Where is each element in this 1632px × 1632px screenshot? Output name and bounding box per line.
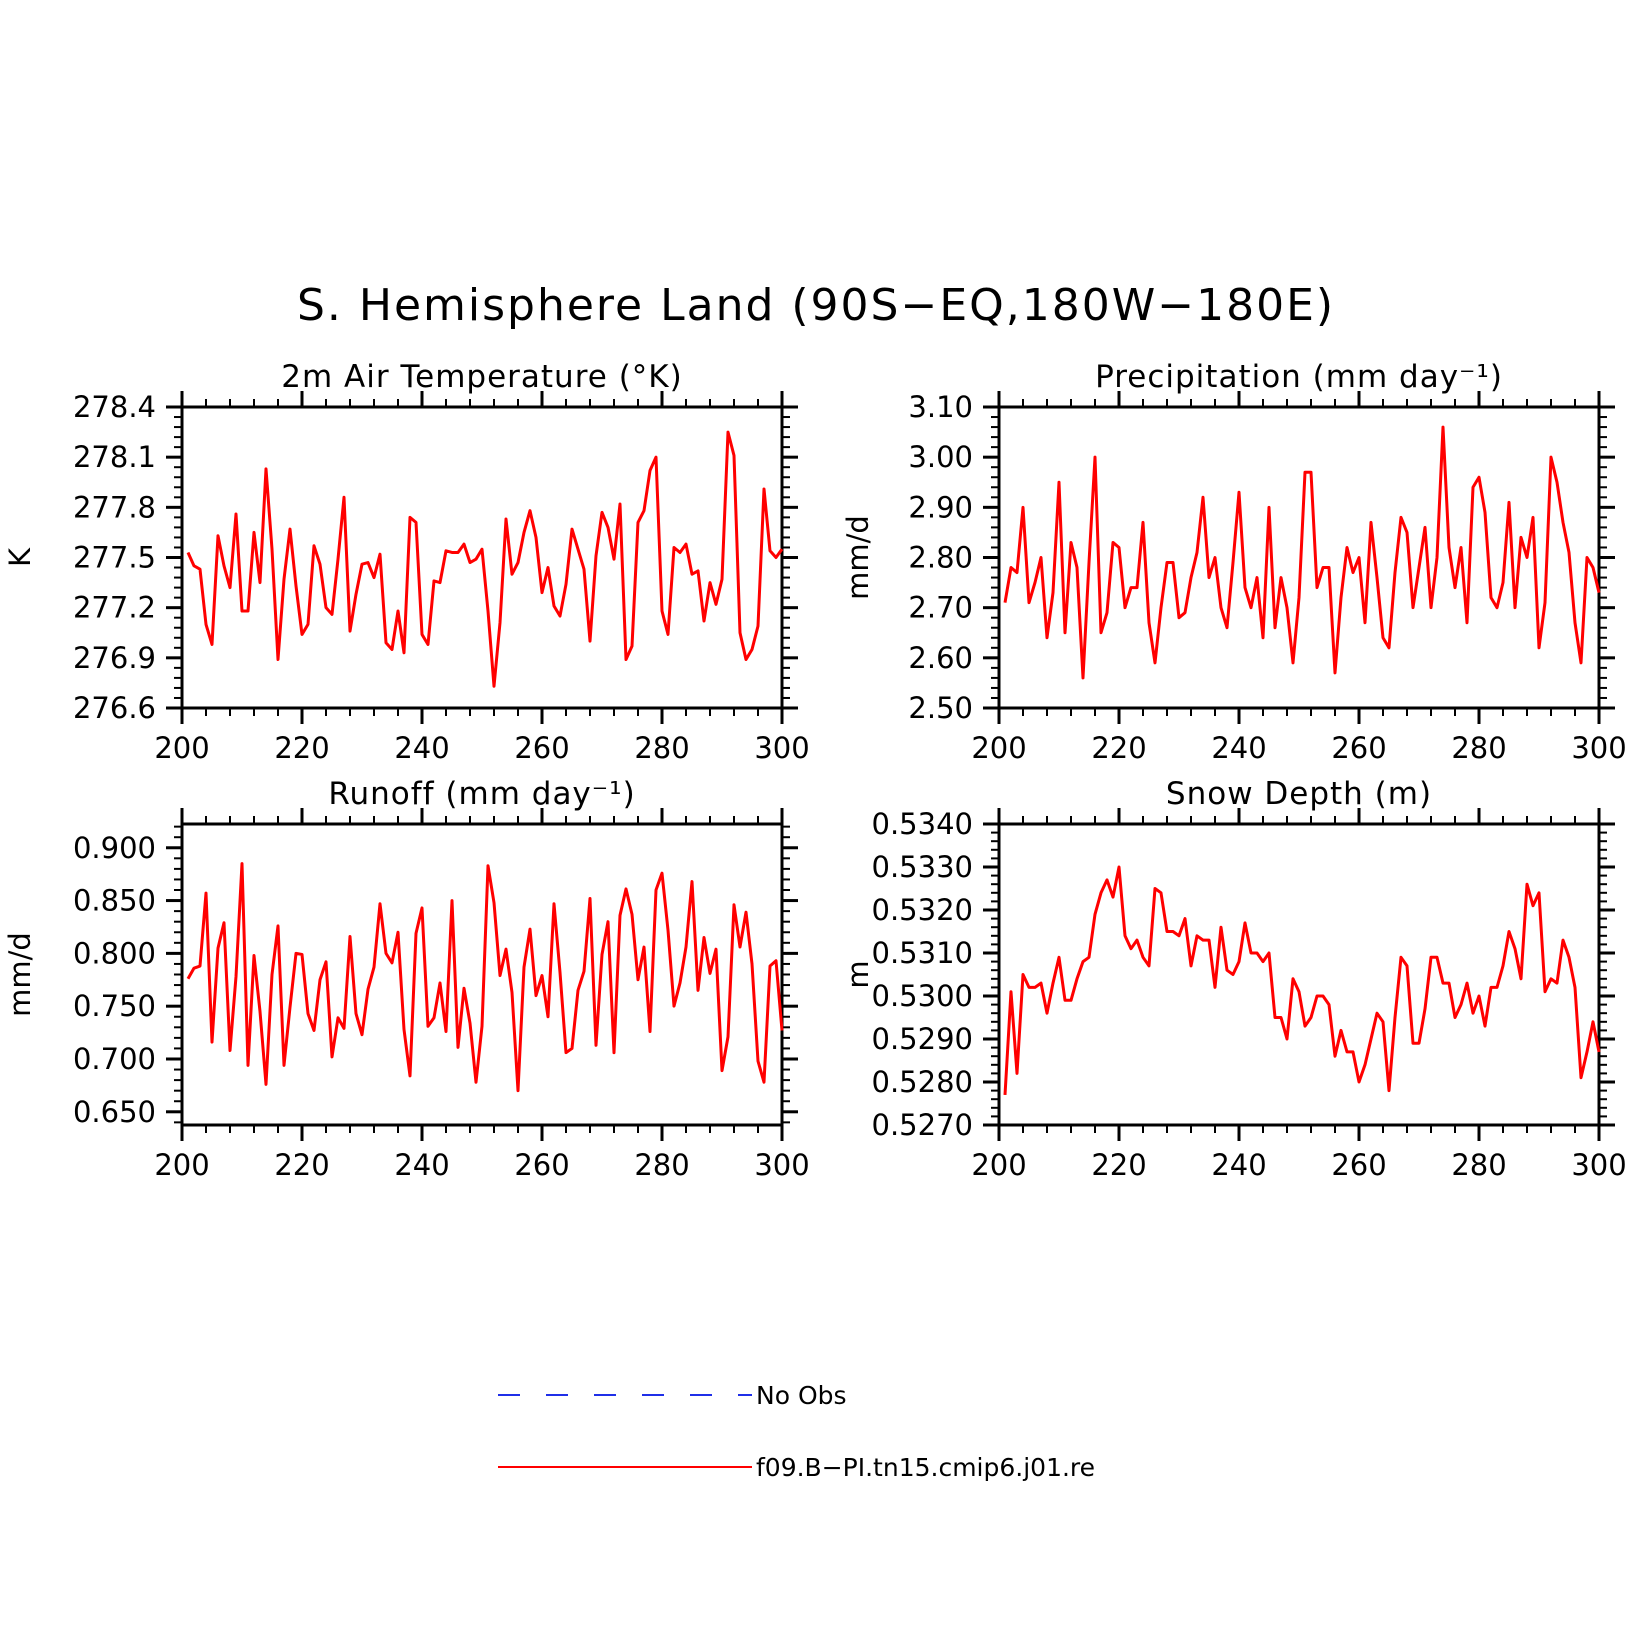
y-tick-label: 2.80 [908, 541, 973, 575]
x-tick-label: 240 [1211, 1148, 1266, 1182]
series-line [186, 862, 784, 1093]
panel-title: Snow Depth (m) [1166, 776, 1432, 812]
panel-title: Precipitation (mm day⁻¹) [1095, 359, 1503, 395]
y-tick-label: 3.10 [908, 390, 973, 424]
series-line [186, 430, 784, 688]
x-tick-label: 220 [274, 1148, 329, 1182]
y-tick-label: 277.8 [73, 490, 156, 524]
x-tick-label: 300 [1571, 1148, 1626, 1182]
plot-frame [997, 822, 1601, 1127]
x-tick-label: 280 [634, 1148, 689, 1182]
y-axis-label: mm/d [3, 932, 37, 1017]
y-tick-label: 2.70 [908, 591, 973, 625]
x-tick-label: 280 [1451, 731, 1506, 765]
y-tick-label: 278.4 [73, 390, 156, 424]
panel-title: 2m Air Temperature (°K) [281, 359, 682, 395]
y-tick-label: 2.60 [908, 641, 973, 675]
x-tick-label: 240 [1211, 731, 1266, 765]
y-tick-label: 0.750 [73, 989, 156, 1023]
x-tick-label: 240 [394, 731, 449, 765]
panel-4: Snow Depth (m) 200 220 240 260 280 300 0.5270 0.… [841, 776, 1627, 1182]
y-tick-label: 0.5340 [872, 807, 973, 841]
y-tick-label: 2.90 [908, 490, 973, 524]
x-tick-label: 260 [514, 1148, 569, 1182]
y-tick-label: 0.5310 [872, 936, 973, 970]
y-tick-label: 0.5330 [872, 850, 973, 884]
y-tick-label: 0.5280 [872, 1065, 973, 1099]
y-tick-label: 0.5270 [872, 1108, 973, 1142]
y-tick-label: 0.800 [73, 936, 156, 970]
panel-1: 2m Air Temperature (°K) 200 220 240 260 280 30… [3, 359, 810, 765]
y-tick-label: 0.700 [73, 1042, 156, 1076]
y-tick-label: 0.5290 [872, 1022, 973, 1056]
x-tick-label: 260 [1331, 1148, 1386, 1182]
x-tick-label: 200 [971, 731, 1026, 765]
panel-3: Runoff (mm day⁻¹) 200 220 240 260 280 300 0.650… [3, 776, 810, 1182]
panels: 2m Air Temperature (°K) 200 220 240 260 280 30… [3, 359, 1627, 1182]
y-tick-label: 0.5320 [872, 893, 973, 927]
x-tick-label: 220 [274, 731, 329, 765]
x-tick-label: 280 [1451, 1148, 1506, 1182]
x-tick-label: 200 [154, 1148, 209, 1182]
y-tick-label: 0.850 [73, 884, 156, 918]
x-tick-label: 300 [754, 1148, 809, 1182]
y-tick-label: 3.00 [908, 440, 973, 474]
legend-label: No Obs [756, 1381, 847, 1410]
x-tick-label: 220 [1091, 1148, 1146, 1182]
x-tick-label: 260 [514, 731, 569, 765]
panel-title: Runoff (mm day⁻¹) [328, 776, 635, 812]
y-axis-label: K [3, 547, 37, 567]
main-title: S. Hemisphere Land (90S−EQ,180W−180E) [297, 280, 1335, 331]
y-tick-label: 0.5300 [872, 979, 973, 1013]
x-tick-label: 200 [154, 731, 209, 765]
y-tick-label: 2.50 [908, 691, 973, 725]
y-tick-label: 276.6 [73, 691, 156, 725]
x-tick-label: 300 [754, 731, 809, 765]
legend: No Obs f09.B−PI.tn15.cmip6.j01.re [498, 1381, 1095, 1482]
y-tick-label: 0.900 [73, 831, 156, 865]
y-tick-label: 276.9 [73, 641, 156, 675]
x-tick-label: 280 [634, 731, 689, 765]
x-tick-label: 260 [1331, 731, 1386, 765]
y-tick-label: 0.650 [73, 1095, 156, 1129]
x-tick-label: 220 [1091, 731, 1146, 765]
y-axis-label: mm/d [841, 515, 875, 600]
x-tick-label: 200 [971, 1148, 1026, 1182]
y-axis-label: m [841, 960, 875, 988]
legend-label: f09.B−PI.tn15.cmip6.j01.re [756, 1453, 1095, 1482]
series-line [1003, 425, 1601, 680]
panel-2: Precipitation (mm day⁻¹) 200 220 240 260 280 3… [841, 359, 1627, 765]
series-line [1003, 865, 1601, 1095]
y-tick-label: 277.5 [73, 541, 156, 575]
x-tick-label: 300 [1571, 731, 1626, 765]
y-tick-label: 277.2 [73, 591, 156, 625]
y-tick-label: 278.1 [73, 440, 156, 474]
x-tick-label: 240 [394, 1148, 449, 1182]
